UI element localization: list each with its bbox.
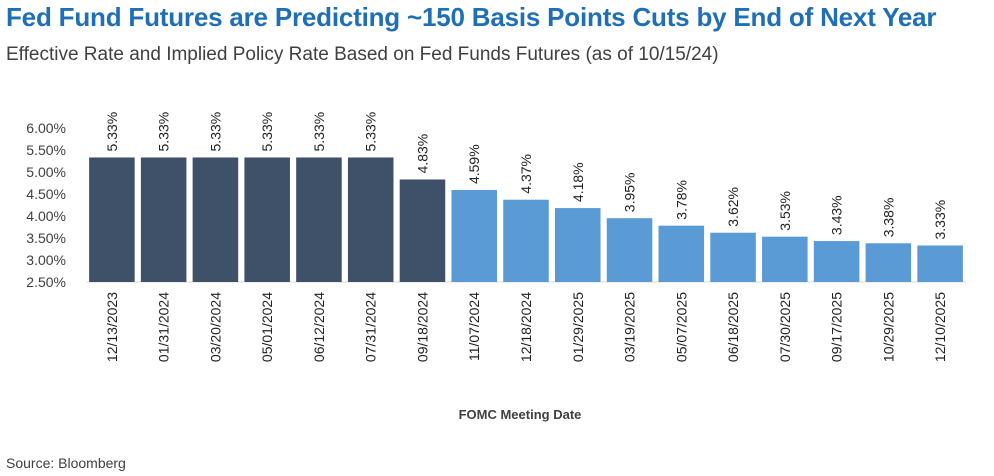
data-label: 3.38% [880, 198, 896, 238]
data-label: 3.62% [725, 187, 741, 227]
source-note: Source: Bloomberg [6, 455, 126, 471]
x-tick-label: 12/13/2023 [104, 292, 120, 362]
bar [399, 179, 446, 282]
chart-title: Fed Fund Futures are Predicting ~150 Bas… [6, 2, 937, 32]
x-tick-label: 05/01/2024 [259, 292, 275, 362]
x-tick-label: 07/30/2025 [777, 292, 793, 362]
bar [244, 157, 290, 282]
bar [89, 157, 135, 282]
x-tick-label: 01/31/2024 [156, 292, 172, 362]
x-tick-label: 09/17/2025 [829, 292, 845, 362]
data-labels: 5.33% 5.33% 5.33% 5.33% 5.33% 5.33% 4.83% 4.59%… [104, 112, 948, 240]
x-tick-label: 12/10/2025 [932, 292, 948, 362]
data-label: 5.33% [259, 112, 275, 152]
data-label: 5.33% [207, 112, 223, 152]
x-tick-label: 06/12/2024 [311, 292, 327, 362]
data-label: 3.33% [932, 200, 948, 240]
x-axis-categories: 12/13/2023 01/31/2024 03/20/2024 05/01/2024… [104, 292, 948, 362]
x-tick-label: 05/07/2025 [673, 292, 689, 362]
x-axis-title: FOMC Meeting Date [459, 407, 582, 422]
bar [296, 157, 342, 282]
bar [917, 245, 963, 282]
bar [606, 218, 653, 282]
data-label: 3.53% [777, 191, 793, 231]
chart-subtitle: Effective Rate and Implied Policy Rate B… [6, 44, 719, 65]
x-tick-label: 11/07/2024 [466, 292, 482, 361]
y-tick-label: 5.50% [26, 142, 66, 158]
x-tick-label: 09/18/2024 [414, 292, 430, 362]
bar [762, 236, 808, 282]
bar [865, 243, 912, 282]
data-label: 5.33% [363, 112, 379, 152]
bar [710, 232, 756, 282]
y-tick-label: 3.00% [26, 252, 66, 268]
bar [451, 190, 498, 282]
bar [658, 225, 705, 282]
data-label: 3.43% [829, 195, 845, 235]
bar [554, 208, 601, 282]
bar [347, 157, 394, 282]
bar [813, 241, 860, 282]
data-label: 4.59% [466, 144, 482, 184]
bar [192, 157, 239, 282]
data-label: 5.33% [104, 112, 120, 152]
bar [503, 199, 549, 282]
bar [140, 157, 187, 282]
x-tick-label: 07/31/2024 [363, 292, 379, 362]
y-tick-label: 2.50% [26, 274, 66, 290]
x-tick-label: 03/19/2025 [622, 292, 638, 362]
x-tick-label: 06/18/2025 [725, 292, 741, 362]
data-label: 3.78% [673, 180, 689, 220]
x-tick-label: 01/29/2025 [570, 292, 586, 362]
bars [89, 157, 963, 282]
x-tick-label: 03/20/2024 [207, 292, 223, 362]
y-tick-label: 6.00% [26, 120, 66, 136]
y-tick-label: 5.00% [26, 164, 66, 180]
data-label: 4.37% [518, 154, 534, 194]
x-tick-label: 10/29/2025 [880, 292, 896, 362]
y-tick-label: 4.50% [26, 186, 66, 202]
data-label: 4.18% [570, 162, 586, 202]
data-label: 3.95% [622, 172, 638, 212]
y-tick-label: 4.00% [26, 208, 66, 224]
data-label: 5.33% [156, 112, 172, 152]
data-label: 5.33% [311, 112, 327, 152]
x-tick-label: 12/18/2024 [518, 292, 534, 362]
y-tick-label: 3.50% [26, 230, 66, 246]
data-label: 4.83% [414, 134, 430, 174]
